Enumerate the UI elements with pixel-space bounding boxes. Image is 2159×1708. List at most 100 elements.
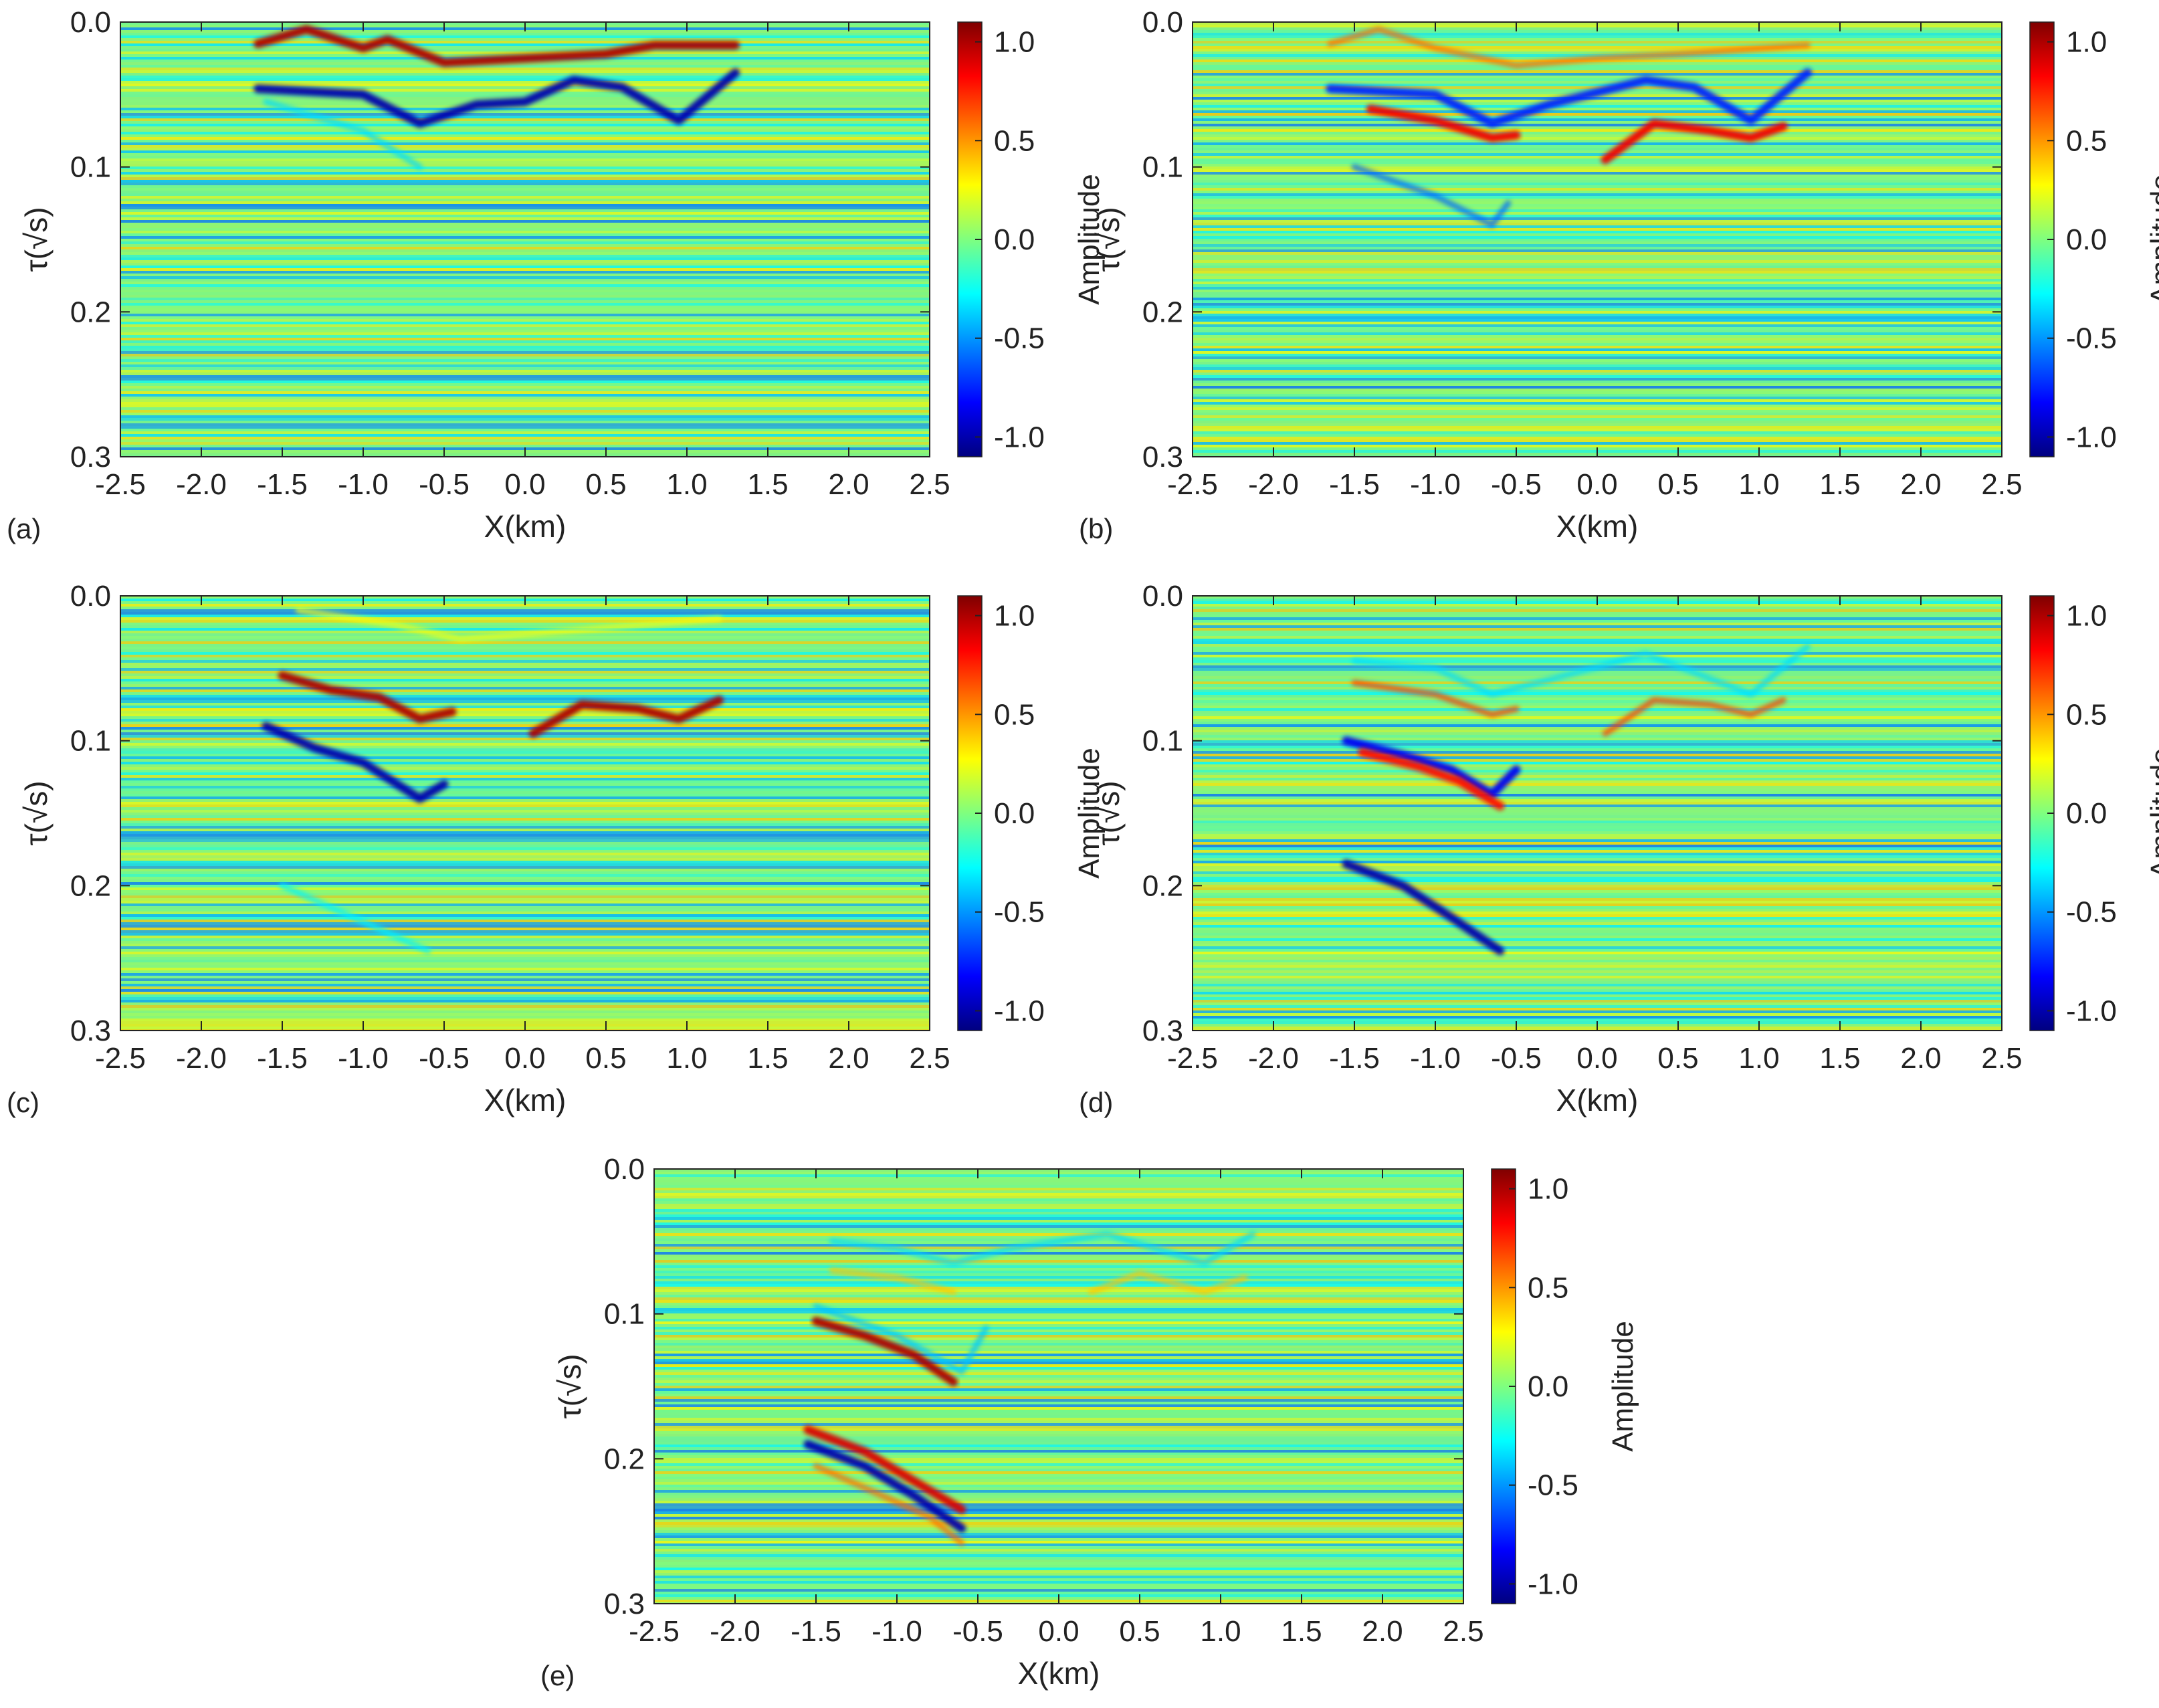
x-tick-label: 2.0 <box>828 1042 869 1075</box>
colorbar-tick-label: 0.5 <box>2066 698 2107 731</box>
reflection-event-2 <box>1326 68 1813 128</box>
x-axis-label: X(km) <box>484 509 567 544</box>
reflection-events <box>262 607 724 954</box>
x-tick-label: -1.5 <box>257 468 308 501</box>
y-tick-label: 0.0 <box>1142 6 1183 39</box>
y-tick-label: 0.0 <box>70 580 111 613</box>
x-tick-label: -2.0 <box>176 468 227 501</box>
y-tick-label: 0.0 <box>70 6 111 39</box>
colorbar-tick-label: 0.0 <box>994 797 1035 830</box>
x-tick-label: -2.0 <box>176 1042 227 1075</box>
x-tick-label: -1.0 <box>871 1615 922 1648</box>
reflection-event-5 <box>1358 748 1505 811</box>
panel-label: (a) <box>7 513 41 544</box>
colorbar-tick-label: -0.5 <box>2066 322 2117 355</box>
x-tick-label: 2.5 <box>1981 1042 2022 1075</box>
panel-a: -2.5 -2.0 -1.5 -1.0 -0.5 0.0 0.5 1.0 1.5 2.0 2.5 0.… <box>7 6 1106 544</box>
colorbar: 1.0 0.5 0.0 -0.5 -1.0 Amplitude <box>2029 595 2159 1031</box>
x-axis-label: X(km) <box>484 1083 567 1117</box>
x-tick-label: 0.0 <box>504 468 545 501</box>
x-tick-label: -2.5 <box>95 468 146 501</box>
x-tick-label: 2.0 <box>1900 1042 1941 1075</box>
x-tick-label: 1.0 <box>1738 468 1779 501</box>
reflection-event-2 <box>1351 679 1520 718</box>
y-tick-label: 0.2 <box>70 869 111 902</box>
colorbar-tick-label: 1.0 <box>994 600 1035 633</box>
heatmap-area <box>654 1169 1463 1604</box>
x-tick-label: 2.5 <box>909 1042 950 1075</box>
colorbar-tick-label: -0.5 <box>994 896 1045 929</box>
colorbar-tick-label: -1.0 <box>994 994 1045 1027</box>
x-tick-label: -1.5 <box>1329 1042 1380 1075</box>
reflection-event-4 <box>1601 119 1788 165</box>
colorbar-tick-label: 1.0 <box>2066 26 2107 59</box>
x-tick-label: 0.5 <box>585 468 626 501</box>
x-tick-label: -0.5 <box>952 1615 1003 1648</box>
colorbar-tick-label: 0.0 <box>2066 223 2107 256</box>
panel-label: (e) <box>540 1660 575 1691</box>
colorbar-tick-label: 1.0 <box>994 26 1035 59</box>
reflection-event-2 <box>253 68 740 128</box>
y-axis-label: τ(√s) <box>19 780 54 845</box>
x-tick-label: -1.0 <box>1410 1042 1461 1075</box>
x-tick-label: -1.0 <box>338 1042 389 1075</box>
x-tick-label: 1.5 <box>747 1042 788 1075</box>
reflection-event-5 <box>811 1317 958 1386</box>
y-tick-label: 0.1 <box>604 1298 645 1331</box>
y-tick-label: 0.1 <box>70 725 111 758</box>
x-tick-label: -1.5 <box>791 1615 841 1648</box>
x-tick-label: 0.5 <box>1119 1615 1160 1648</box>
heatmap-area <box>1193 596 2002 1031</box>
colorbar-tick-label: 0.0 <box>2066 797 2107 830</box>
reflection-event-3 <box>1366 104 1521 142</box>
colorbar-title: Amplitude <box>1073 748 1106 879</box>
x-tick-label: 0.5 <box>585 1042 626 1075</box>
x-tick-label: -2.0 <box>1248 1042 1299 1075</box>
x-tick-label: -2.0 <box>710 1615 760 1648</box>
colorbar-tick-label: -1.0 <box>2066 994 2117 1027</box>
colorbar-tick-label: -0.5 <box>2066 896 2117 929</box>
reflection-event-5 <box>1351 164 1512 228</box>
reflection-events <box>1342 643 1811 956</box>
y-tick-label: 0.2 <box>1142 296 1183 328</box>
reflection-events <box>1326 26 1813 228</box>
panel-label: (b) <box>1079 513 1113 544</box>
y-tick-label: 0.2 <box>604 1443 645 1475</box>
x-tick-label: 1.5 <box>1281 1615 1322 1648</box>
reflection-event-3 <box>263 98 423 171</box>
x-tick-label: 0.0 <box>1576 468 1617 501</box>
x-tick-label: 2.0 <box>1362 1615 1403 1648</box>
x-tick-label: 2.5 <box>1981 468 2022 501</box>
x-tick-label: 0.5 <box>1657 1042 1698 1075</box>
colorbar-tick-label: 0.5 <box>2066 124 2107 157</box>
y-axis-label: τ(√s) <box>1091 207 1126 272</box>
y-tick-label: 0.2 <box>70 296 111 328</box>
panel-label: (d) <box>1079 1087 1113 1118</box>
y-axis-label: τ(√s) <box>19 207 54 272</box>
x-tick-label: 2.5 <box>1443 1615 1483 1648</box>
colorbar-tick-label: 1.0 <box>1528 1173 1568 1206</box>
y-tick-label: 0.3 <box>70 441 111 473</box>
colorbar-title: Amplitude <box>1607 1321 1639 1452</box>
colorbar-tick-label: -1.0 <box>994 421 1045 453</box>
x-tick-label: -0.5 <box>1491 468 1542 501</box>
noise-stripes <box>120 22 930 457</box>
panel-e: -2.5 -2.0 -1.5 -1.0 -0.5 0.0 0.5 1.0 1.5 2.0 2.5 0.… <box>540 1153 1639 1691</box>
noise-stripes <box>1193 596 2002 1031</box>
y-tick-label: 0.3 <box>70 1015 111 1047</box>
x-tick-label: -1.5 <box>1329 468 1380 501</box>
y-tick-label: 0.3 <box>1142 1015 1183 1047</box>
y-tick-label: 0.1 <box>70 151 111 184</box>
colorbar-tick-label: 0.0 <box>1528 1370 1568 1403</box>
y-axis-label: τ(√s) <box>552 1354 587 1418</box>
x-tick-label: -0.5 <box>419 468 470 501</box>
reflection-event-3 <box>1088 1270 1248 1295</box>
x-tick-label: -0.5 <box>419 1042 470 1075</box>
reflection-event-4 <box>262 722 449 803</box>
colorbar-title: Amplitude <box>1073 174 1106 305</box>
reflection-event-1 <box>829 1231 1256 1267</box>
x-tick-label: 2.0 <box>828 468 869 501</box>
x-tick-label: -2.5 <box>629 1615 680 1648</box>
x-tick-label: -1.0 <box>338 468 389 501</box>
